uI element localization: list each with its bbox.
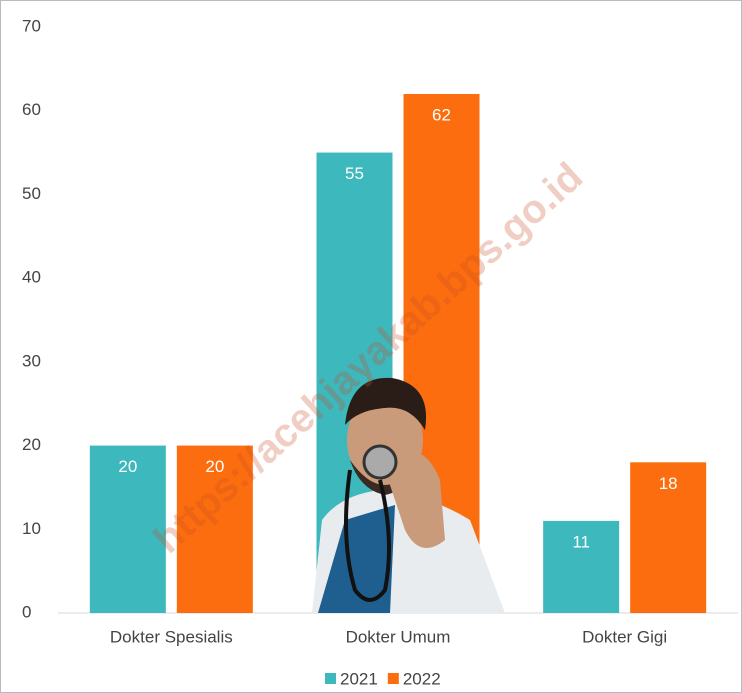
stethoscope-head bbox=[362, 444, 398, 480]
y-tick-label: 50 bbox=[22, 184, 41, 203]
value-label: 20 bbox=[205, 457, 224, 476]
stethoscope-tube bbox=[344, 469, 391, 602]
doctor-illustration bbox=[312, 377, 505, 613]
y-tick-label: 0 bbox=[22, 602, 31, 621]
bar bbox=[176, 445, 253, 613]
bar bbox=[89, 445, 166, 613]
y-tick-label: 60 bbox=[22, 100, 41, 119]
y-tick-label: 40 bbox=[22, 268, 41, 287]
legend-label: 2021 bbox=[340, 669, 378, 688]
bar bbox=[630, 462, 707, 613]
doctor-shirt bbox=[318, 505, 395, 613]
x-tick-label: Dokter Spesialis bbox=[110, 627, 233, 646]
doctor-hand bbox=[385, 452, 445, 548]
legend-swatch bbox=[325, 673, 336, 684]
value-label: 11 bbox=[572, 532, 590, 551]
value-label: 62 bbox=[432, 105, 451, 124]
y-tick-label: 70 bbox=[22, 16, 41, 35]
bar bbox=[543, 520, 620, 613]
x-tick-label: Dokter Umum bbox=[346, 627, 451, 646]
value-label: 55 bbox=[345, 164, 364, 183]
y-tick-label: 10 bbox=[22, 519, 41, 538]
value-label: 20 bbox=[118, 457, 137, 476]
y-tick-label: 30 bbox=[22, 351, 41, 370]
value-label: 18 bbox=[659, 474, 678, 493]
doctor-hair bbox=[345, 377, 427, 430]
legend-swatch bbox=[387, 673, 399, 684]
x-tick-label: Dokter Gigi bbox=[582, 627, 667, 646]
legend-label: 2022 bbox=[403, 669, 441, 688]
y-tick-label: 20 bbox=[22, 435, 41, 454]
